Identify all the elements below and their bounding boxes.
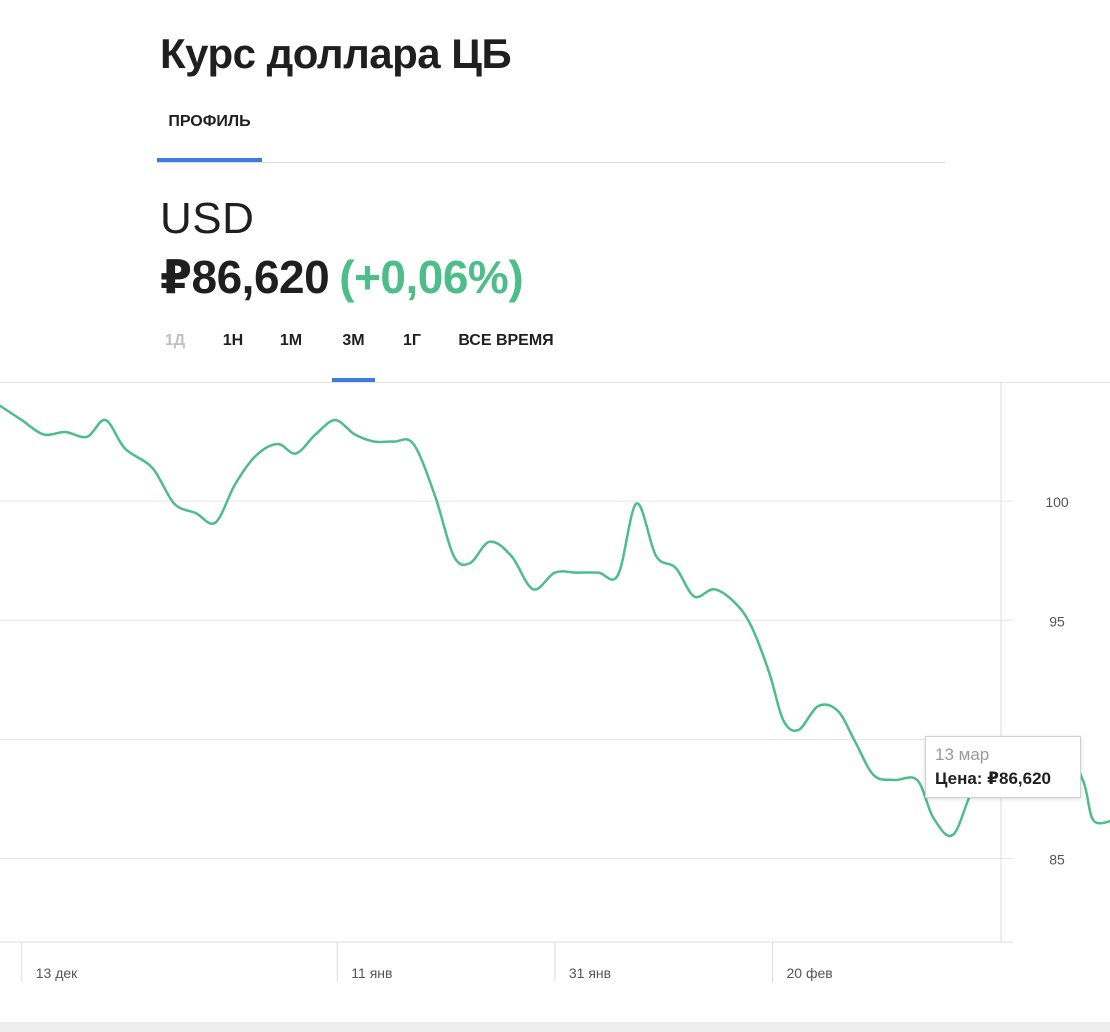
y-tick-label-95: 95 [1049,613,1065,629]
period-3m[interactable]: 3М [332,320,375,382]
period-1w[interactable]: 1Н [222,332,244,349]
period-all-time[interactable]: ВСЕ ВРЕМЯ [458,332,554,349]
current-price: ₽86,620 [160,251,330,303]
tooltip-date: 13 мар [935,745,990,764]
x-tick-label-2: 31 янв [569,965,611,981]
y-tick-label-85: 85 [1049,852,1065,868]
series-layer [0,404,1110,838]
ticker-symbol: USD [160,194,255,243]
bottom-bar [0,1022,1110,1032]
series-line-0 [0,404,1110,838]
tab-profile[interactable]: ПРОФИЛЬ [157,98,262,162]
y-axis-ticks: 859095100 [1045,494,1069,867]
price-line: ₽86,620 (+0,06%) [160,250,524,304]
x-axis-ticks: 13 дек 11 янв 31 янв 20 фев [21,942,833,982]
page-title: Курс доллара ЦБ [160,30,512,77]
x-tick-label-3: 20 фев [787,965,833,981]
period-1y[interactable]: 1Г [403,332,421,349]
period-selector: 1Д 1Н 1М 3М 1Г ВСЕ ВРЕМЯ [0,320,1110,383]
tooltip-price: Цена: ₽86,620 [935,769,1052,788]
grid-lines [0,500,1013,860]
profile-tabs: ПРОФИЛЬ [157,98,945,163]
period-1d: 1Д [164,332,186,349]
x-tick-label-1: 11 янв [351,965,392,981]
y-tick-label-100: 100 [1045,494,1069,510]
x-tick-label-0: 13 дек [36,965,78,981]
chart-axes [0,382,1013,943]
period-1m[interactable]: 1М [279,332,303,349]
price-tooltip: 13 мар Цена: ₽86,620 [925,736,1081,798]
price-change: (+0,06%) [339,251,524,303]
